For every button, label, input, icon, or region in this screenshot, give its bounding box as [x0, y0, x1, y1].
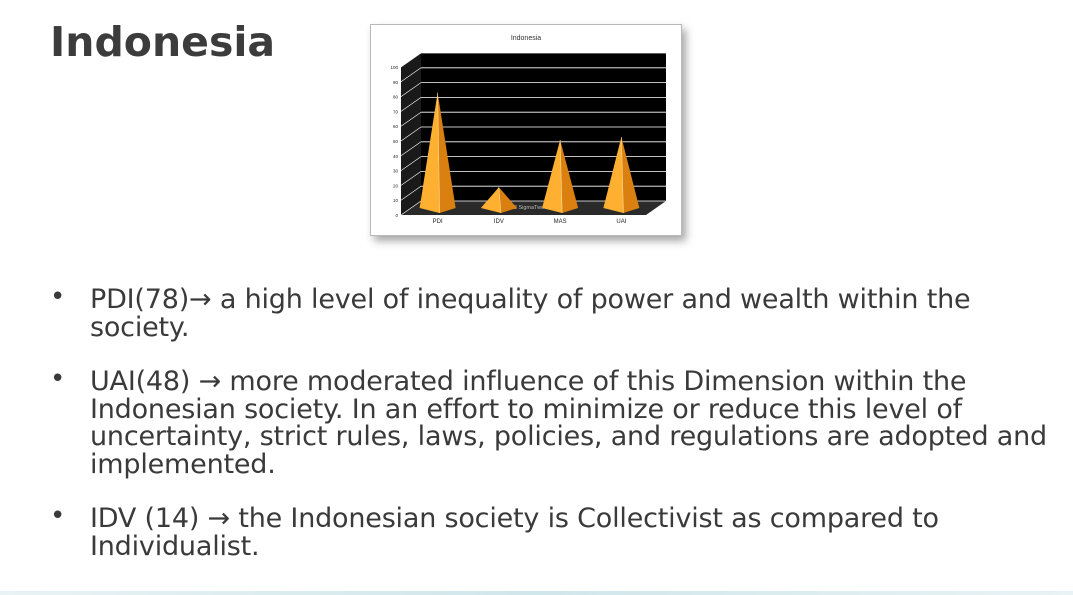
gridline-depth: [400, 111, 422, 127]
y-tick-label: 10: [393, 198, 399, 203]
chart-watermark: ©2003 SigmaTwoGroup.com: [501, 204, 572, 211]
gridline-depth: [400, 185, 422, 201]
slide-title: Indonesia: [50, 18, 276, 66]
y-tick-label: 100: [390, 65, 398, 70]
y-tick-label: 90: [393, 80, 399, 85]
chart-frame: Indonesia 0 10 20 30 40 50 60 70 80 90 100 ©2003 Sig…: [370, 24, 682, 236]
bar-idv-face-left: [480, 187, 501, 213]
bullet-uai: • UAI(48) → more moderated influence of …: [50, 364, 1050, 480]
bar-uai-face-left: [603, 136, 624, 213]
x-tick-label: PDI: [433, 219, 443, 225]
bar-idv-edge: [498, 187, 502, 214]
gridline-depth: [400, 67, 422, 83]
bar-mas-face-right: [560, 139, 579, 213]
gridline-depth: [400, 97, 422, 112]
gridline-depth: [400, 171, 422, 186]
gridline-depth: [400, 52, 422, 68]
y-tick-label: 70: [393, 109, 399, 114]
bar-pdi-face-right: [437, 92, 456, 213]
bar-uai-face-right: [621, 136, 640, 213]
bar-mas-edge: [559, 139, 563, 214]
bullet-pdi: • PDI(78)→ a high level of inequality of…: [50, 282, 1050, 343]
bullet-marker: •: [50, 364, 66, 394]
gridline-depth: [400, 126, 422, 142]
y-tick-label: 20: [393, 183, 399, 188]
bar-pdi-face-left: [419, 92, 440, 213]
bullet-text: IDV (14) → the Indonesian society is Col…: [90, 503, 939, 562]
bullet-marker: •: [50, 282, 66, 312]
bullet-list: • PDI(78)→ a high level of inequality of…: [50, 282, 1050, 587]
y-tick-label: 80: [393, 95, 399, 100]
pyramid-bar-chart: Indonesia 0 10 20 30 40 50 60 70 80 90 100 ©2003 Sig…: [390, 35, 666, 225]
bullet-marker: •: [50, 501, 66, 531]
gridline-depth: [400, 141, 422, 157]
bullet-idv: • IDV (14) → the Indonesian society is C…: [50, 501, 1050, 562]
chart-title: Indonesia: [511, 35, 541, 42]
bullet-text: PDI(78)→ a high level of inequality of p…: [90, 284, 971, 343]
bullet-text: UAI(48) → more moderated influence of th…: [90, 366, 1047, 480]
chart-floor: [401, 201, 666, 215]
gridline-depth: [400, 82, 422, 97]
bar-uai-edge: [621, 136, 624, 214]
y-tick-label: 50: [393, 139, 399, 144]
gridline-depth: [400, 156, 422, 171]
gridline-depth: [400, 200, 422, 216]
y-tick-label: 30: [393, 169, 399, 174]
bar-mas-face-left: [542, 139, 563, 213]
y-tick-label: 0: [395, 213, 398, 218]
y-tick-label: 60: [393, 124, 399, 129]
x-tick-label: MAS: [554, 219, 567, 225]
x-tick-label: IDV: [494, 219, 504, 225]
footer-accent-line: [0, 591, 1073, 595]
bar-pdi-edge: [437, 92, 440, 214]
y-tick-label: 40: [393, 154, 399, 159]
bar-idv-face-right: [498, 187, 517, 213]
x-tick-label: UAI: [616, 219, 626, 225]
